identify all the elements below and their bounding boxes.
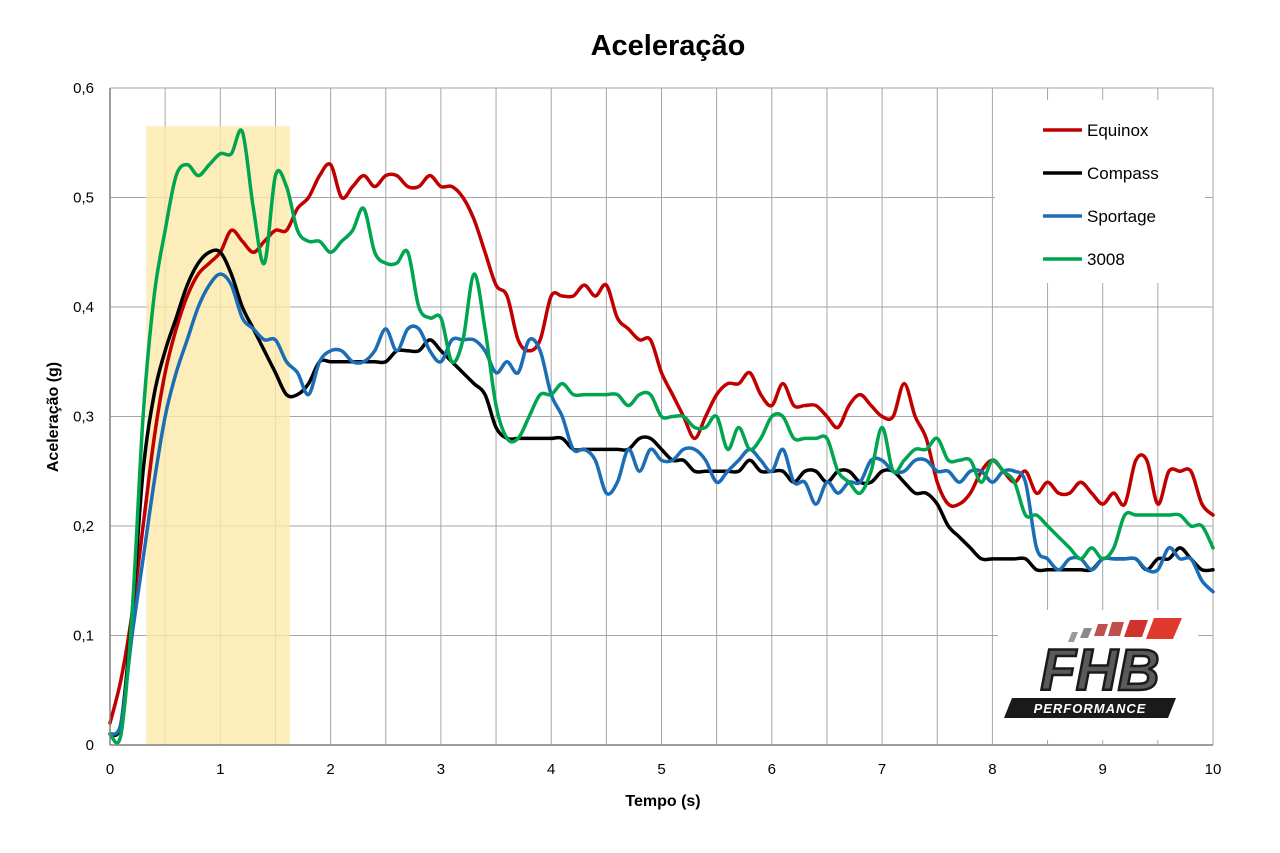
x-tick-label: 7 (878, 761, 886, 778)
y-tick-label: 0,3 (73, 409, 94, 426)
chart-title: Aceleração (591, 30, 746, 62)
legend-background (995, 100, 1205, 283)
series-line-sportage (108, 272, 1215, 736)
axes (109, 88, 1213, 746)
x-tick-label: 4 (547, 761, 555, 778)
legend-label: Equinox (1087, 121, 1149, 140)
logo-sub-text: PERFORMANCE (1034, 701, 1147, 716)
y-tick-label: 0,1 (73, 628, 94, 645)
x-tick-label: 10 (1205, 761, 1222, 778)
x-tick-label: 5 (657, 761, 665, 778)
y-tick-label: 0 (86, 737, 94, 754)
x-tick-label: 1 (216, 761, 224, 778)
logo-arc-icon (1068, 618, 1182, 642)
y-tick-label: 0,2 (73, 518, 94, 535)
y-tick-label: 0,6 (73, 80, 94, 97)
x-tick-label: 8 (988, 761, 996, 778)
highlight-region-group (146, 126, 290, 745)
x-axis-label: Tempo (s) (625, 793, 700, 810)
x-tick-label: 0 (106, 761, 114, 778)
highlight-region (146, 126, 290, 745)
x-tick-label: 9 (1099, 761, 1107, 778)
series-line-compass (108, 248, 1215, 738)
tick-labels: 0 1 2 3 4 5 6 7 8 9 10 0 0,1 0,2 0,3 0,4 0,5 0,6 (73, 80, 1221, 778)
legend-label: Sportage (1087, 207, 1156, 226)
legend-label: Compass (1087, 164, 1159, 183)
series-line-3008 (108, 128, 1215, 745)
fhb-performance-logo: FHB PERFORMANCE (998, 610, 1198, 740)
series-group (108, 128, 1215, 745)
legend-label: 3008 (1087, 250, 1125, 269)
x-tick-label: 2 (326, 761, 334, 778)
x-tick-label: 3 (437, 761, 445, 778)
logo-banner (1004, 698, 1176, 718)
legend: Equinox Compass Sportage 3008 (995, 100, 1205, 283)
logo-main-text: FHB (1040, 638, 1159, 703)
y-tick-label: 0,4 (73, 299, 94, 316)
y-tick-label: 0,5 (73, 190, 94, 207)
y-axis-label: Aceleração (g) (45, 362, 62, 472)
x-tick-label: 6 (768, 761, 776, 778)
series-line-equinox (108, 162, 1215, 725)
